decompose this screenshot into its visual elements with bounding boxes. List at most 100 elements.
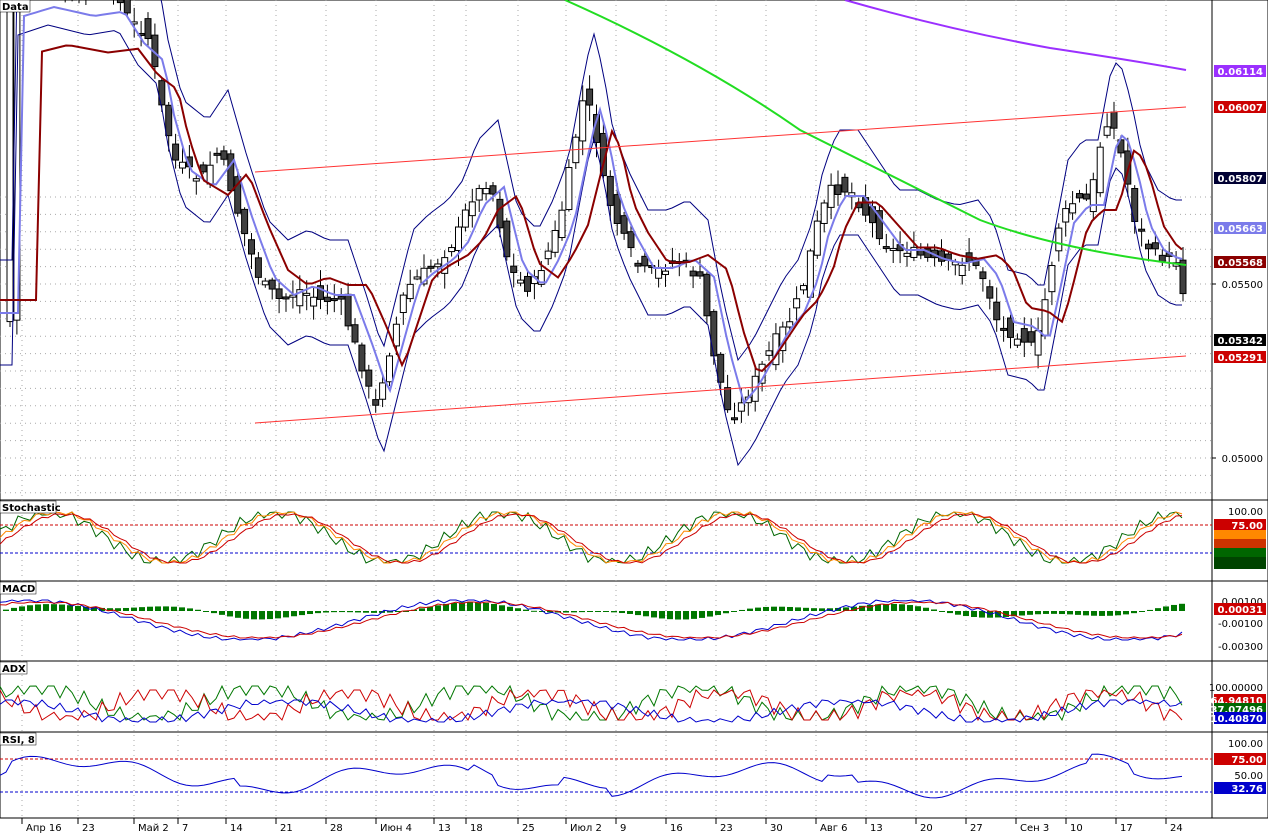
panel-frame [0,499,1213,582]
macd-histogram-bar [595,611,601,612]
macd-histogram-bar [675,611,681,620]
macd-histogram-bar [467,602,473,611]
macd-histogram-bar [283,611,289,618]
rsi-panel[interactable] [0,753,1212,799]
macd-histogram-bar [1099,611,1105,616]
stoch-tick-label: 100.00 [1228,507,1263,518]
price-value-badge-bg [1214,334,1266,346]
bollinger-lower-line [0,24,1182,467]
macd-histogram-bar [531,610,537,612]
candle-body [261,280,269,286]
macd-histogram-bar [1147,609,1153,611]
macd-histogram-bar [763,606,769,611]
macd-histogram-bar [315,611,321,614]
candle-body [206,164,214,185]
macd-histogram-bar [403,611,409,612]
candle-body [1041,299,1049,337]
candle-body [1179,259,1187,295]
macd-histogram-bar [395,611,401,612]
time-tick-label: Сен 3 [1020,823,1049,834]
candle-body [565,167,573,211]
macd-histogram-bar [115,608,121,611]
macd-histogram-bar [1171,604,1177,611]
adx-plus-di-line [0,684,1183,722]
candle-body [1007,317,1014,338]
candle-body [448,247,456,253]
macd-histogram-bar [555,611,561,613]
candle-body [510,265,518,273]
candle-body [793,298,801,309]
candle-body [358,344,366,372]
candle-body [717,353,725,383]
macd-histogram-bar [1003,611,1009,617]
price-value-badge: 0.05807 [1217,174,1263,185]
price-panel[interactable] [0,0,1187,467]
macd-histogram-bar [1083,611,1089,616]
candle-body [123,0,131,14]
price-value-badge: 0.06114 [1217,67,1263,78]
candle-body [1151,242,1159,250]
candle-body [958,264,966,277]
macd-histogram-bar [619,611,625,614]
candle-body [482,188,490,195]
panel-frame [0,580,1213,662]
candle-body [372,399,380,406]
channel-lower-line [254,355,1187,424]
macd-histogram-bar [843,607,849,611]
macd-histogram-bar [739,609,745,611]
rsi-panel-title: RSI, 8 [2,735,35,746]
adx-line [0,699,1183,723]
stoch-value-badge-bg [1214,519,1266,531]
time-tick-label: 27 [970,823,983,834]
candle-body [731,417,738,421]
candle-body [310,296,318,307]
macd-histogram-bar [715,611,721,615]
candle-body [1062,208,1070,223]
time-tick-label: 18 [470,823,483,834]
macd-histogram-bar [899,604,905,611]
candle-body [1103,126,1111,136]
candle-body [1138,228,1146,232]
candle-body [503,220,511,258]
candle-body [241,208,249,235]
rsi-value-badge-bg [1214,753,1266,765]
candle-body [317,285,324,300]
macd-histogram-bar [667,611,673,620]
candle-body [1020,328,1028,343]
macd-histogram-bar [251,611,257,620]
macd-histogram-bar [443,603,449,611]
macd-histogram-bar [171,606,177,611]
sma-100-line [564,0,1187,266]
macd-histogram-bar [539,611,545,612]
candle-body [889,247,897,251]
candle-body [392,323,400,347]
macd-histogram-bar [459,602,465,611]
price-value-badge: 0.05663 [1217,224,1263,235]
time-tick-label: 24 [1170,823,1183,834]
macd-panel[interactable] [0,599,1185,641]
macd-histogram-bar [27,605,33,611]
macd-histogram-bar [803,607,809,611]
adx-panel[interactable] [0,684,1183,723]
macd-histogram-bar [1139,611,1145,612]
candle-body [344,293,352,327]
macd-histogram-bar [971,611,977,618]
candle-body [1082,193,1090,200]
rsi-value-badge: 75.00 [1231,755,1263,766]
macd-histogram-bar [683,611,689,620]
stoch-value-badge-bg [1214,557,1266,569]
macd-histogram-bar [723,611,729,614]
time-tick-label: 10 [1070,823,1083,834]
candle-body [248,239,255,255]
macd-histogram-bar [307,611,313,615]
price-axis: 0.05500 0.05000 0.06114 0.06007 0.05807 0.056… [1209,65,1266,795]
macd-histogram-bar [139,607,145,611]
adx-panel-title: ADX [2,664,26,675]
macd-histogram-bar [123,607,129,611]
macd-histogram-bar [243,611,249,619]
candle-body [537,270,545,285]
stochastic-panel[interactable] [0,511,1212,564]
macd-line [0,599,1183,641]
candle-body [986,286,994,299]
